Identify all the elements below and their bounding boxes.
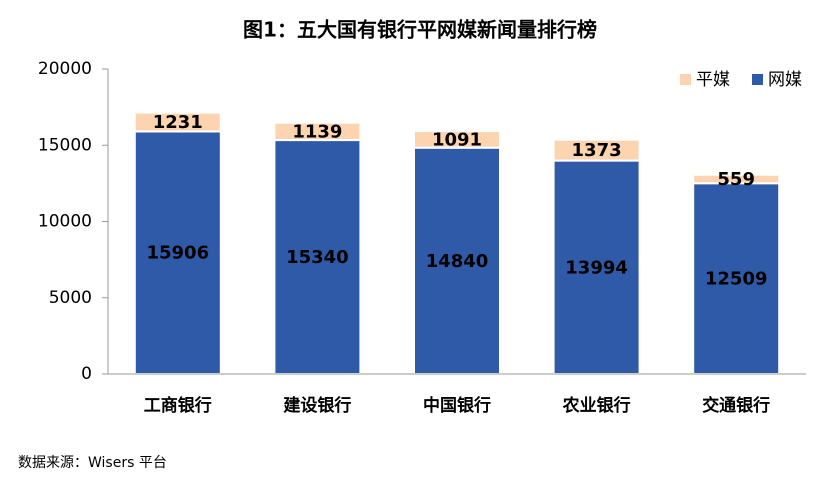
source-note: 数据来源：Wisers 平台 [18,455,167,471]
bar-segment [273,121,362,142]
value-label: 1091 [432,129,482,150]
x-tick-label: 工商银行 [144,395,212,416]
value-label: 1139 [292,121,342,142]
bar-segment [133,111,222,133]
bar-segment [552,138,641,162]
bar-segment [552,159,641,375]
y-tick-label: 5000 [49,288,92,308]
value-label: 12509 [705,269,768,290]
bar-segment [692,173,781,185]
value-label: 13994 [565,257,628,278]
legend-label: 平媒 [696,70,730,90]
y-tick-label: 10000 [38,212,92,232]
y-tick-label: 15000 [38,135,92,155]
x-tick-label: 中国银行 [423,395,491,416]
value-label: 1373 [572,140,622,161]
legend-swatch [752,74,763,85]
value-label: 559 [717,169,755,190]
value-label: 15340 [286,247,349,268]
bar-segment [413,130,501,149]
legend-label: 网媒 [768,70,802,90]
bar-segment [692,182,781,375]
y-tick-label: 20000 [38,59,92,79]
legend-swatch [680,74,691,85]
x-tick-label: 建设银行 [283,395,351,416]
value-label: 1231 [153,112,203,133]
y-tick-label: 0 [81,364,92,384]
x-tick-label: 农业银行 [562,395,631,416]
value-label: 14840 [426,251,489,272]
chart-title: 图1：五大国有银行平网媒新闻量排行榜 [243,18,597,42]
x-tick-label: 交通银行 [702,395,770,416]
value-label: 15906 [146,243,209,264]
